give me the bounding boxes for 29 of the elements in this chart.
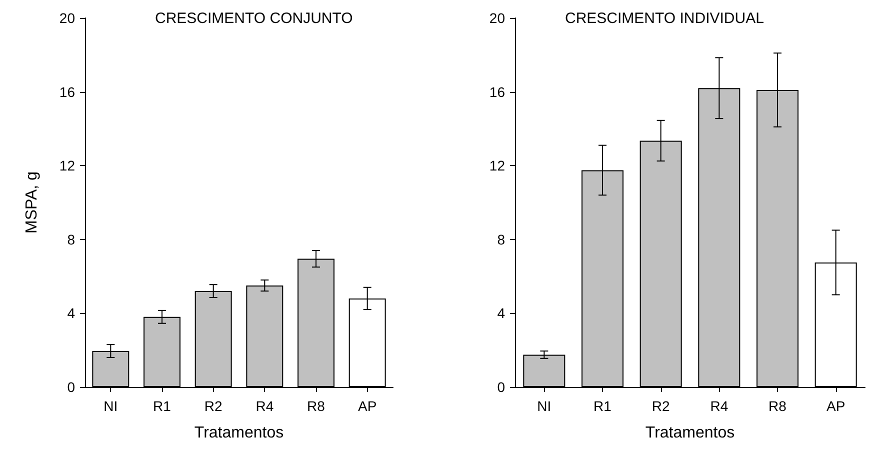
x-tick-label: R1	[153, 398, 172, 414]
y-tick-label: 16	[59, 84, 76, 100]
y-tick-label: 12	[59, 158, 76, 174]
x-tick-label: R8	[307, 398, 326, 414]
y-tick-label: 0	[67, 379, 76, 395]
x-tick-label: R2	[204, 398, 222, 414]
y-tick-label: 16	[489, 84, 506, 100]
x-tick-label: NI	[537, 398, 552, 414]
x-tick-label: NI	[104, 398, 118, 414]
x-tick-label: R1	[594, 398, 612, 414]
chart-title: CRESCIMENTO CONJUNTO	[155, 10, 353, 27]
x-tick-label: AP	[826, 398, 846, 414]
y-tick-label: 20	[489, 10, 506, 26]
x-axis-title: Tratamentos	[194, 424, 284, 442]
y-tick-label: 8	[497, 231, 506, 248]
y-tick-label: 20	[59, 10, 76, 26]
y-axis-title: MSPA, g	[24, 172, 40, 234]
x-tick-label: R8	[768, 398, 787, 414]
chart-title: CRESCIMENTO INDIVIDUAL	[565, 10, 764, 27]
y-tick-label: 8	[67, 231, 76, 248]
x-tick-label: R4	[256, 398, 274, 414]
x-axis-title: Tratamentos	[645, 424, 735, 442]
x-tick-label: R4	[710, 398, 728, 414]
y-tick-label: 4	[497, 305, 506, 322]
y-tick-label: 12	[489, 158, 506, 174]
y-tick-label: 4	[67, 305, 76, 322]
x-tick-label: R2	[652, 398, 670, 414]
y-tick-label: 0	[497, 379, 506, 395]
x-tick-label: AP	[358, 398, 377, 414]
